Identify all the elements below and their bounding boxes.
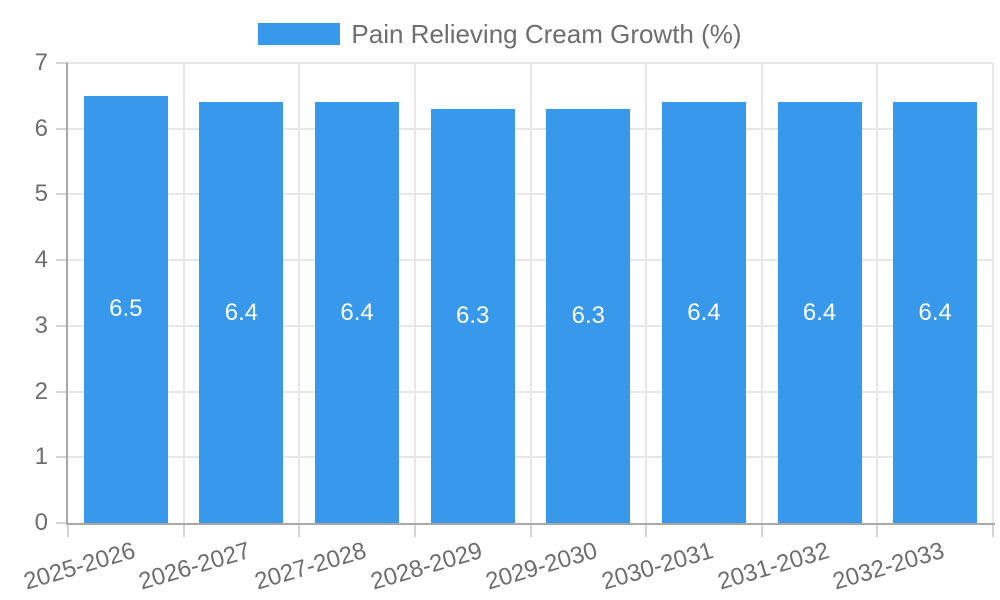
y-axis-label: 6 [34, 114, 48, 142]
y-axis-label: 4 [34, 246, 48, 274]
bar-value-label: 6.4 [340, 298, 374, 326]
gridline-vertical [992, 63, 994, 523]
x-axis-tick [645, 525, 648, 537]
bar: 6.3 [546, 109, 631, 523]
x-axis-tick [67, 525, 69, 537]
y-axis-label: 0 [34, 509, 48, 536]
x-axis-tick [298, 525, 301, 537]
y-axis-tick [56, 522, 68, 524]
x-axis-label: 2029-2030 [482, 537, 601, 596]
x-axis-label: 2030-2031 [598, 537, 717, 596]
y-axis-tick [56, 324, 68, 327]
x-axis-tick [992, 525, 994, 537]
gridline-vertical [876, 63, 879, 523]
x-axis-line [66, 523, 995, 525]
x-axis-tick [529, 525, 532, 537]
legend-swatch [258, 23, 341, 45]
bar: 6.4 [315, 102, 400, 523]
x-axis-label: 2028-2029 [367, 537, 486, 596]
bar-value-label: 6.4 [687, 298, 721, 326]
x-axis-label: 2026-2027 [136, 537, 254, 596]
y-axis-label: 1 [34, 443, 48, 471]
gridline-vertical [413, 63, 416, 523]
y-axis-tick [56, 127, 68, 130]
bar-value-label: 6.4 [224, 298, 259, 326]
x-axis-tick [760, 525, 763, 537]
y-axis-tick [56, 259, 68, 262]
x-axis-tick [182, 525, 185, 537]
x-axis-tick [876, 525, 879, 537]
gridline-vertical [645, 63, 648, 523]
y-axis-tick [56, 456, 68, 459]
y-axis-line [66, 63, 68, 523]
bar: 6.5 [83, 95, 168, 523]
bar: 6.3 [430, 109, 515, 523]
y-axis-label: 2 [34, 377, 48, 405]
bar-value-label: 6.4 [802, 298, 837, 326]
gridline-vertical [298, 63, 301, 523]
legend-label: Pain Relieving Cream Growth (%) [351, 19, 742, 49]
x-axis-label: 2032-2033 [829, 537, 948, 596]
gridline-vertical [760, 63, 763, 523]
legend: Pain Relieving Cream Growth (%) [0, 20, 1000, 48]
x-axis-tick [413, 525, 416, 537]
gridline-vertical [182, 63, 185, 523]
y-axis-tick [56, 193, 68, 196]
bar: 6.4 [199, 102, 284, 523]
y-axis-label: 7 [34, 49, 48, 76]
bar-value-label: 6.3 [571, 302, 605, 329]
bar-value-label: 6.4 [918, 298, 952, 326]
x-axis-label: 2027-2028 [251, 537, 370, 596]
gridline-vertical [529, 63, 532, 523]
bar-value-label: 6.5 [109, 295, 143, 323]
y-axis-label: 3 [34, 311, 48, 339]
y-axis-tick [56, 390, 68, 393]
x-axis-label: 2025-2026 [20, 537, 139, 596]
y-axis-label: 5 [34, 180, 48, 208]
bar: 6.4 [661, 102, 746, 523]
x-axis-label: 2031-2032 [714, 537, 832, 596]
y-axis-tick [56, 62, 68, 64]
bar: 6.4 [893, 102, 978, 523]
bar-value-label: 6.3 [456, 302, 490, 329]
bar: 6.4 [777, 102, 862, 523]
